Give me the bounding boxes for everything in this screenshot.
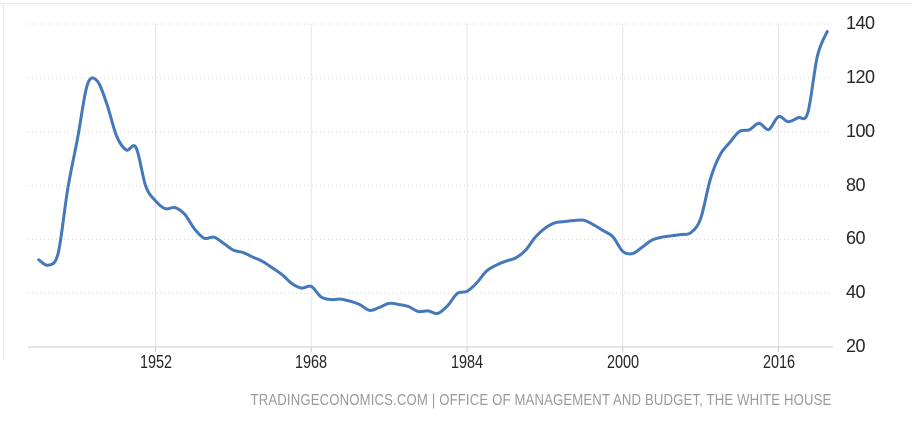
x-tick-label-2000: 2000 bbox=[606, 352, 639, 372]
chart-top-border bbox=[0, 3, 912, 4]
y-tick-label-120: 120 bbox=[846, 66, 875, 87]
y-tick-label-40: 40 bbox=[846, 282, 866, 303]
debt-to-gdp-series-line bbox=[37, 30, 829, 316]
x-tick-label-1984: 1984 bbox=[450, 352, 484, 372]
chart-source-caption-text: TRADINGECONOMICS.COM | OFFICE OF MANAGEM… bbox=[250, 392, 832, 409]
chart-source-caption: TRADINGECONOMICS.COM | OFFICE OF MANAGEM… bbox=[187, 392, 895, 410]
chart-left-border bbox=[3, 3, 4, 360]
x-tick-label-1952: 1952 bbox=[139, 352, 172, 372]
y-tick-label-100: 100 bbox=[846, 120, 875, 141]
y-tick-label-20: 20 bbox=[846, 336, 866, 356]
vertical-gridlines bbox=[155, 24, 779, 347]
x-tick-label-2016: 2016 bbox=[762, 352, 795, 372]
y-tick-label-80: 80 bbox=[846, 174, 866, 195]
x-axis-tick-marks bbox=[155, 347, 779, 352]
y-tick-label-60: 60 bbox=[846, 228, 866, 249]
x-tick-label-1968: 1968 bbox=[295, 352, 328, 372]
horizontal-gridlines bbox=[28, 23, 831, 294]
y-tick-label-140: 140 bbox=[846, 13, 875, 33]
